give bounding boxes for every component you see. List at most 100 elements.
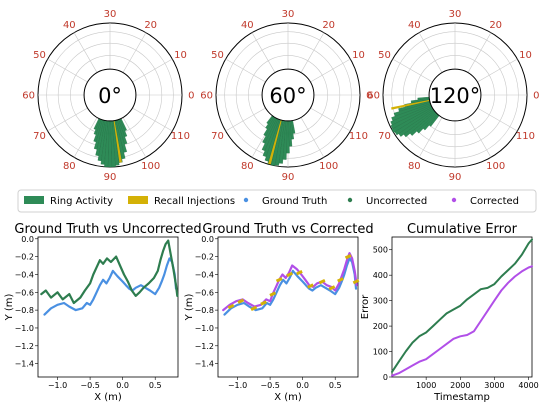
polar-tick-label: 100 xyxy=(486,161,505,172)
polar-grid-spoke xyxy=(73,117,98,158)
y-tick-label: −0.6 xyxy=(15,288,34,297)
polar-tick-label: 40 xyxy=(241,20,254,31)
series-line xyxy=(40,239,179,305)
polar-grid-spoke xyxy=(418,32,443,73)
x-tick-label: 0.0 xyxy=(296,381,309,390)
polar-tick-label: 20 xyxy=(144,20,157,31)
polar-tick-label: 20 xyxy=(322,20,335,31)
y-tick-label: 0.0 xyxy=(21,235,34,244)
x-tick-label: 0.5 xyxy=(149,381,162,390)
polar-center-label: 0° xyxy=(98,84,122,108)
polar-tick-label: 70 xyxy=(33,131,46,142)
x-axis-label: X (m) xyxy=(94,392,122,403)
x-tick-label: −0.5 xyxy=(80,381,99,390)
polar-tick-label: 60 xyxy=(200,91,213,102)
legend-label: Ring Activity xyxy=(50,196,113,207)
polar-grid-spoke xyxy=(251,32,276,73)
polar-tick-label: 80 xyxy=(408,161,421,172)
polar-grid-spoke xyxy=(47,58,88,83)
polar-tick-label: 0 xyxy=(533,91,539,102)
polar-tick-label: 110 xyxy=(171,131,190,142)
recall-injection-mark xyxy=(337,277,344,283)
legend-dot xyxy=(243,197,249,203)
plot-frame xyxy=(217,236,359,378)
plot-title: Ground Truth vs Corrected xyxy=(202,222,373,237)
y-tick-label: −0.4 xyxy=(15,270,34,279)
polar-tick-label: 10 xyxy=(519,50,532,61)
y-tick-label: 100 xyxy=(373,348,388,357)
plot-title: Cumulative Error xyxy=(407,222,518,237)
polar-tick-label: 50 xyxy=(378,50,391,61)
legend: Ring Activity Recall Injections Ground Tru… xyxy=(17,189,537,213)
polar-tick-label: 90 xyxy=(449,172,462,183)
y-tick-label: 500 xyxy=(373,246,388,255)
legend-patch xyxy=(24,196,44,204)
polar-tick-label: 30 xyxy=(104,9,117,20)
recall-injection-mark xyxy=(296,270,303,276)
legend-label: Recall Injections xyxy=(154,196,235,207)
polar-tick-label: 20 xyxy=(489,20,502,31)
polar-grid-spoke xyxy=(47,107,88,132)
cartesian-plot-1: Ground Truth vs Corrected −1.0 −0.5 0.0 0.5 0… xyxy=(184,222,374,403)
y-tick-label: −0.6 xyxy=(195,288,214,297)
polar-tick-label: 100 xyxy=(141,161,160,172)
x-tick-label: −1.0 xyxy=(48,381,67,390)
y-tick-label: −1.4 xyxy=(195,360,214,369)
recall-injection-mark xyxy=(275,277,283,283)
recall-injection-mark xyxy=(237,298,245,304)
polar-tick-label: 70 xyxy=(378,131,391,142)
polar-plot-1: 0 10 20 30 40 50 60 70 80 90 100 110 60° xyxy=(200,9,372,183)
x-axis-label: Timestamp xyxy=(433,392,490,403)
polar-grid-spoke xyxy=(73,32,98,73)
polar-grid-spoke xyxy=(310,58,351,83)
y-tick-label: −1.2 xyxy=(15,342,34,351)
polar-tick-label: 90 xyxy=(104,172,117,183)
legend-label: Uncorrected xyxy=(366,196,427,207)
recall-injection-mark xyxy=(227,303,235,310)
legend-label: Corrected xyxy=(470,196,519,207)
y-tick-label: 0.0 xyxy=(201,235,214,244)
polar-tick-label: 0 xyxy=(188,91,194,102)
polar-grid-spoke xyxy=(225,58,266,83)
y-tick-label: −0.2 xyxy=(15,253,34,262)
polar-tick-label: 30 xyxy=(282,9,295,20)
recall-injection-mark xyxy=(344,253,352,260)
polar-tick-label: 110 xyxy=(516,131,535,142)
y-tick-label: 400 xyxy=(373,271,388,280)
y-tick-label: −1.0 xyxy=(195,324,214,333)
series-line xyxy=(43,257,178,316)
plot-frame xyxy=(391,236,533,378)
series-line xyxy=(223,257,358,316)
polar-grid-spoke xyxy=(225,107,266,132)
polar-grid-spoke xyxy=(122,32,147,73)
polar-tick-label: 50 xyxy=(33,50,46,61)
cartesian-plot-0: Ground Truth vs Uncorrected −1.0 −0.5 0.0 0.… xyxy=(4,222,202,403)
polar-center-disc xyxy=(261,68,315,122)
y-tick-label: −0.2 xyxy=(195,253,214,262)
x-tick-label: −1.0 xyxy=(228,381,247,390)
recall-injection-mark xyxy=(352,278,360,285)
polar-tick-label: 40 xyxy=(63,20,76,31)
polar-grid-spoke xyxy=(477,58,518,83)
y-axis-label: Y (m) xyxy=(4,293,15,321)
polar-tick-label: 70 xyxy=(211,131,224,142)
polar-tick-label: 10 xyxy=(352,50,365,61)
recall-injection-bar xyxy=(268,119,282,165)
polar-tick-label: 60 xyxy=(367,91,380,102)
y-tick-label: 200 xyxy=(373,322,388,331)
y-tick-label: −0.8 xyxy=(195,306,214,315)
x-tick-label: 3000 xyxy=(484,381,504,390)
legend-patch xyxy=(128,196,148,204)
recall-injection-bar xyxy=(391,99,430,110)
y-tick-label: −1.0 xyxy=(15,324,34,333)
polar-tick-label: 0 xyxy=(366,91,372,102)
polar-tick-label: 10 xyxy=(174,50,187,61)
polar-plot-0: 0 10 20 30 40 50 60 70 80 90 100 110 0° xyxy=(22,9,194,183)
x-tick-label: 2000 xyxy=(450,381,470,390)
polar-plot-2: 0 10 20 30 40 50 60 70 80 90 100 110 120° xyxy=(367,9,539,183)
recall-injection-mark xyxy=(318,278,326,285)
polar-grid-spoke xyxy=(392,58,433,83)
x-tick-label: 4000 xyxy=(518,381,538,390)
polar-grid-spoke xyxy=(467,32,492,73)
